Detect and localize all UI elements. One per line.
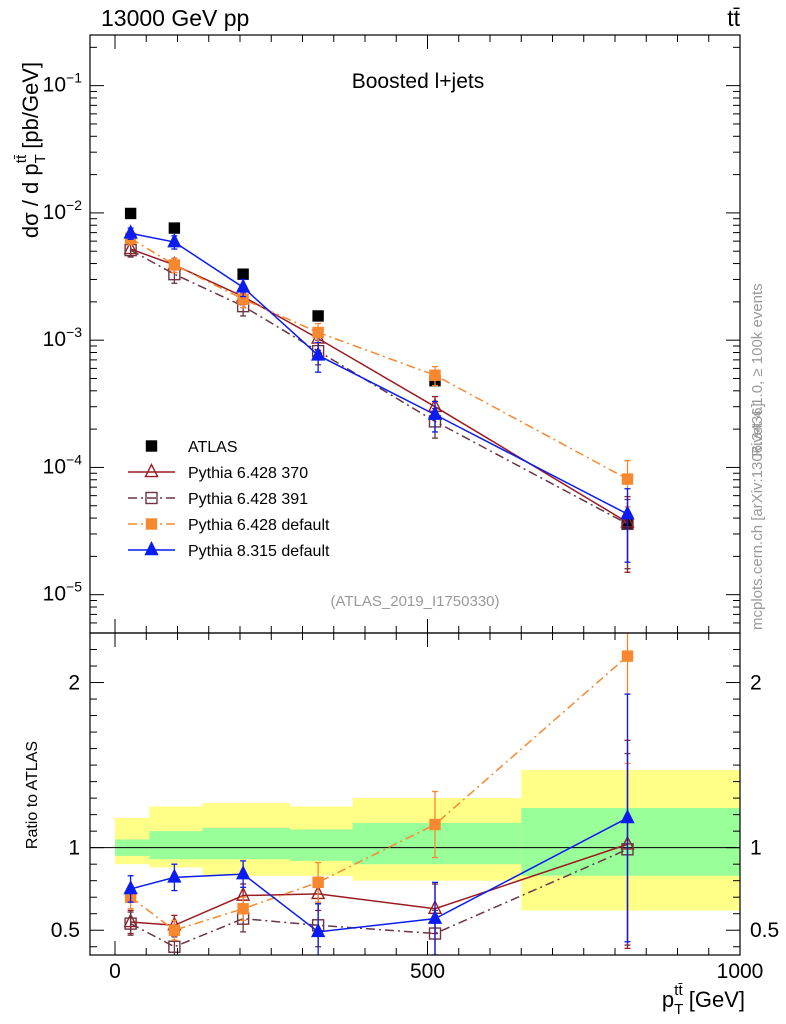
legend-entry-py6_370: Pythia 6.428 370: [128, 462, 308, 482]
main-line-py8_default: [130, 232, 628, 515]
main-point-py8_default-1: [167, 233, 182, 248]
main-point-py8_default-4: [427, 405, 443, 420]
band-inner-1: [149, 831, 203, 860]
ratio-xtick-label: 0: [109, 960, 121, 983]
ratio-point-py6_default-2: [237, 903, 249, 915]
main-point-py8_default-3: [310, 346, 326, 361]
process-label: tt̄: [727, 5, 740, 31]
ratio-frame: [89, 632, 741, 956]
main-line-py6_default: [130, 237, 628, 480]
legend-label-py6_370: Pythia 6.428 370: [188, 465, 308, 482]
ratio-xtick-label: 1000: [717, 960, 764, 983]
main-ytick-label: 10−4: [43, 451, 83, 478]
ratio-point-py8_default-2: [235, 865, 251, 880]
x-axis-label: pTtt̄ [GeV]: [662, 982, 745, 1018]
ratio-point-py8_default-1: [167, 868, 182, 883]
ratio-ytick-label-right: 0.5: [750, 919, 779, 942]
legend-marker-py6_default: [145, 518, 158, 530]
legend-label-py6_391: Pythia 6.428 391: [188, 491, 308, 508]
legend-label-atlas: ATLAS: [188, 439, 238, 456]
ratio-point-py6_391-1: [168, 940, 181, 953]
legend-label-py6_default: Pythia 6.428 default: [188, 517, 330, 534]
main-series-group: [123, 207, 635, 573]
ratio-point-py8_default-4: [427, 909, 443, 924]
ratio-ytick-label-left: 0.5: [51, 919, 80, 942]
ratio-line-py8_default: [130, 817, 628, 933]
ratio-point-py8_default-0: [123, 879, 138, 895]
ratio-point-py8_default-5: [620, 808, 635, 824]
main-point-atlas-1: [168, 222, 181, 234]
ratio-point-py6_391-0: [124, 917, 137, 930]
legend-entry-atlas: ATLAS: [145, 439, 238, 456]
band-inner-2: [202, 827, 290, 860]
axes-group: 10−5 10−4 10−3 10−2 10−1 0 500 1000 0.5 0.5 1 1 2 2: [43, 35, 779, 983]
analysis-id-label: (ATLAS_2019_I1750330): [330, 593, 499, 610]
ratio-xtick-label: 500: [410, 960, 445, 983]
main-ytick-label: 10−5: [43, 579, 83, 606]
main-line-py6_391: [130, 249, 628, 525]
main-point-py8_default-5: [620, 505, 635, 520]
legend-entry-py6_391: Pythia 6.428 391: [128, 491, 308, 508]
band-inner-3: [290, 829, 353, 861]
ratio-point-py6_default-3: [312, 876, 324, 889]
main-ytick-label: 10−2: [43, 197, 83, 224]
main-ytick-label: 10−3: [43, 324, 83, 351]
legend: ATLAS Pythia 6.428 370 Pythia 6.428 391 Pyt…: [128, 439, 330, 560]
ratio-series-py8_default: [123, 693, 635, 955]
ratio-line-py6_default: [130, 655, 628, 932]
main-y-axis-label: dσ / d pTtt̄ [pb/GeV]: [13, 62, 49, 238]
main-point-py6_default-1: [168, 259, 181, 271]
legend-entry-py6_default: Pythia 6.428 default: [128, 517, 330, 534]
main-point-atlas-0: [124, 207, 137, 220]
rivet-version-label: Rivet 4.1.0, ≥ 100k events: [749, 283, 766, 456]
main-point-py8_default-0: [123, 224, 138, 239]
main-errbar-py8_default-5: [624, 488, 631, 563]
ratio-errbar-py6_391-0: [127, 911, 134, 936]
ratio-ytick-label-right: 1: [750, 837, 762, 860]
mcplots-label: mcplots.cern.ch [arXiv:1306.3436]: [749, 403, 766, 630]
ratio-ytick-label-left: 2: [68, 672, 80, 695]
ratio-point-py6_default-1: [168, 924, 181, 936]
main-ytick-label: 10−1: [43, 70, 83, 97]
ratio-ytick-label-right: 2: [750, 672, 762, 695]
ratio-point-py6_default-5: [621, 650, 634, 662]
ratio-point-py8_default-3: [310, 922, 326, 938]
main-point-py6_default-5: [621, 473, 634, 485]
panel-frames: [89, 34, 741, 956]
legend-marker-atlas: [145, 440, 158, 452]
legend-marker-py6_370: [144, 462, 159, 478]
ratio-point-py6_default-4: [429, 818, 441, 831]
main-line-py6_370: [130, 248, 628, 524]
ratio-line-py6_391: [130, 848, 628, 948]
ratio-series-group: [123, 633, 635, 955]
ratio-ytick-label-left: 1: [68, 837, 80, 860]
ratio-y-axis-label: Ratio to ATLAS: [24, 741, 41, 849]
main-point-py6_default-4: [429, 369, 441, 381]
energy-label: 13000 GeV pp: [101, 5, 249, 31]
legend-marker-py6_391: [145, 491, 158, 505]
legend-entry-py8_default: Pythia 8.315 default: [128, 540, 330, 560]
legend-marker-py8_default: [144, 540, 159, 556]
main-series-py8_default: [123, 224, 635, 563]
main-point-atlas-2: [237, 268, 249, 280]
main-point-atlas-3: [312, 310, 324, 322]
main-point-py8_default-2: [235, 278, 251, 293]
ratio-uncertainty-bands: [90, 770, 740, 911]
chart-title: Boosted l+jets: [352, 70, 485, 93]
legend-label-py8_default: Pythia 8.315 default: [188, 543, 330, 560]
main-point-py6_default-3: [312, 326, 324, 339]
